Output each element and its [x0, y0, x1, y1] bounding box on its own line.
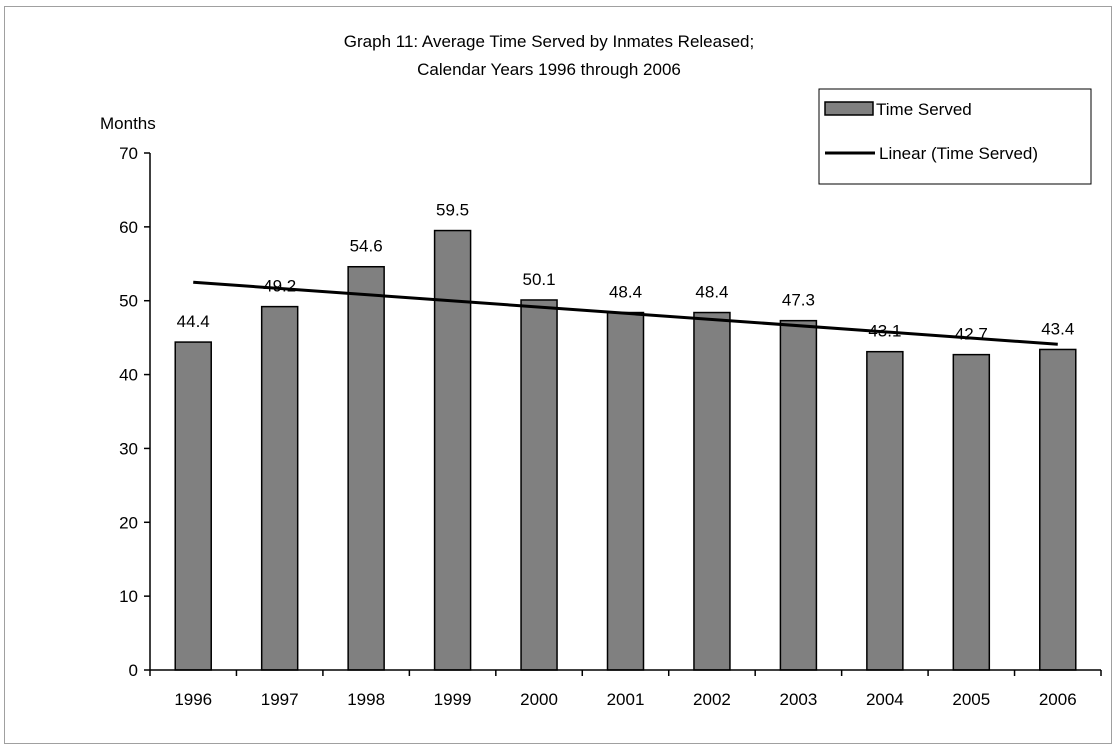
legend-label-time-served: Time Served — [876, 100, 972, 119]
bar-2003 — [779, 319, 818, 671]
data-label-1998: 54.6 — [350, 237, 383, 256]
bar-2006 — [1039, 348, 1077, 671]
legend: Time Served Linear (Time Served) — [818, 88, 1092, 185]
data-label-2006: 43.4 — [1041, 319, 1074, 338]
bar-2000 — [520, 299, 558, 671]
legend-label-trendline: Linear (Time Served) — [879, 144, 1038, 163]
bar-1997 — [260, 305, 299, 671]
bar-1996 — [174, 341, 212, 671]
y-tick-label: 0 — [129, 661, 138, 680]
x-tick-label-2000: 2000 — [520, 690, 558, 709]
bar-2004 — [866, 350, 904, 671]
y-tick-label: 10 — [119, 587, 138, 606]
labels-layer: 44.4 49.2 54.6 59.5 50.1 48.4 48.4 47.3 43.1 42.7… — [119, 144, 1077, 709]
data-label-2005: 42.7 — [955, 325, 988, 344]
trendline-layer — [193, 280, 1058, 346]
data-label-1996: 44.4 — [177, 312, 210, 331]
x-tick-label-1997: 1997 — [261, 690, 299, 709]
chart-frame: Graph 11: Average Time Served by Inmates… — [4, 6, 1112, 744]
legend-swatch-time-served — [824, 101, 874, 116]
x-tick-label-1998: 1998 — [347, 690, 385, 709]
data-label-1999: 59.5 — [436, 201, 469, 220]
bar-2001 — [606, 311, 645, 671]
trendline — [193, 280, 1058, 346]
data-label-2000: 50.1 — [522, 270, 555, 289]
x-tick-label-2004: 2004 — [866, 690, 904, 709]
x-tick-label-2003: 2003 — [779, 690, 817, 709]
y-tick-label: 50 — [119, 292, 138, 311]
y-axis-label: Months — [100, 114, 156, 133]
bar-2005 — [952, 353, 991, 671]
bar-1998 — [347, 265, 385, 671]
data-label-2002: 48.4 — [695, 283, 728, 302]
x-tick-label-1996: 1996 — [174, 690, 212, 709]
data-label-2004: 43.1 — [868, 322, 901, 341]
chart-title: Graph 11: Average Time Served by Inmates… — [344, 32, 754, 51]
y-tick-label: 60 — [119, 218, 138, 237]
x-tick-label-2002: 2002 — [693, 690, 731, 709]
x-tick-label-2006: 2006 — [1039, 690, 1077, 709]
axes-layer — [144, 152, 1102, 676]
data-label-2001: 48.4 — [609, 283, 642, 302]
bar-1999 — [433, 229, 472, 671]
y-tick-label: 30 — [119, 439, 138, 458]
data-label-2003: 47.3 — [782, 291, 815, 310]
x-tick-label-1999: 1999 — [434, 690, 472, 709]
y-tick-label: 40 — [119, 366, 138, 385]
data-label-1997: 49.2 — [263, 277, 296, 296]
y-tick-label: 20 — [119, 513, 138, 532]
bars-layer — [174, 229, 1077, 671]
x-tick-label-2001: 2001 — [607, 690, 645, 709]
bar-2002 — [693, 311, 731, 671]
chart-subtitle: Calendar Years 1996 through 2006 — [417, 60, 681, 79]
x-tick-label-2005: 2005 — [952, 690, 990, 709]
y-tick-label: 70 — [119, 144, 138, 163]
bar-chart: Graph 11: Average Time Served by Inmates… — [100, 32, 1102, 709]
